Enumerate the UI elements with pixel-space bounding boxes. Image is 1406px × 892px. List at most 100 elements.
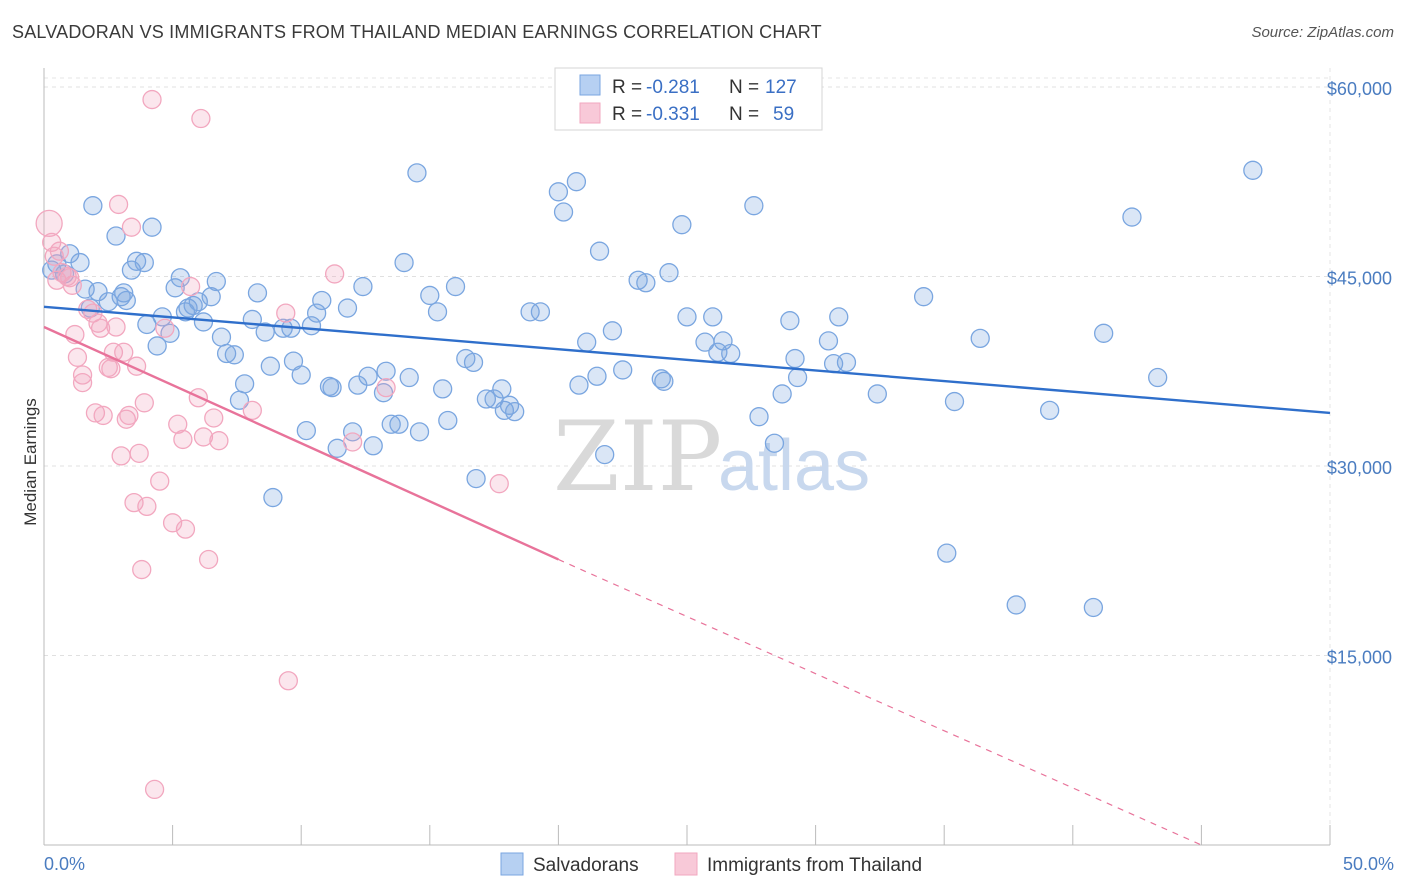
- point-thailand-20: [101, 359, 121, 379]
- point-thailand-42: [175, 519, 196, 539]
- point-thailand-40: [168, 414, 188, 434]
- point-salvadorans-111: [818, 331, 839, 351]
- legend-swatch-bottom-salvadorans: [500, 852, 524, 876]
- point-thailand-27: [119, 405, 139, 426]
- point-salvadorans-12: [114, 283, 134, 303]
- point-salvadorans-8: [88, 281, 108, 302]
- point-thailand-37: [150, 471, 170, 491]
- point-salvadorans-107: [772, 384, 792, 404]
- point-thailand-7: [62, 275, 82, 295]
- point-salvadorans-93: [636, 273, 656, 293]
- point-salvadorans-33: [224, 345, 244, 365]
- point-thailand-23: [108, 194, 129, 215]
- point-salvadorans-123: [1094, 323, 1114, 343]
- point-salvadorans-45: [296, 420, 316, 441]
- point-salvadorans-90: [602, 321, 623, 341]
- point-salvadorans-7: [83, 196, 103, 216]
- legend-label-thailand: Immigrants from Thailand: [707, 855, 922, 876]
- point-salvadorans-118: [944, 391, 965, 412]
- point-thailand-51: [276, 303, 296, 323]
- point-thailand-14: [83, 303, 103, 323]
- point-thailand-36: [144, 779, 165, 800]
- point-salvadorans-82: [548, 182, 569, 202]
- point-salvadorans-55: [353, 276, 373, 297]
- point-thailand-16: [88, 313, 108, 333]
- chart-title: SALVADORAN VS IMMIGRANTS FROM THAILAND M…: [12, 22, 822, 42]
- point-salvadorans-119: [970, 328, 990, 349]
- y-axis-label: Median Earnings: [21, 398, 40, 526]
- point-salvadorans-48: [312, 290, 332, 311]
- point-thailand-29: [121, 217, 142, 237]
- point-salvadorans-67: [427, 302, 448, 322]
- point-salvadorans-84: [566, 172, 587, 192]
- point-thailand-10: [67, 347, 88, 367]
- point-salvadorans-22: [165, 278, 185, 298]
- point-thailand-32: [132, 559, 152, 580]
- point-salvadorans-83: [553, 202, 574, 222]
- point-salvadorans-103: [721, 343, 741, 364]
- trend-lines: [43, 305, 1331, 846]
- point-salvadorans-26: [183, 295, 203, 316]
- axes: [43, 68, 1331, 846]
- x-tick-label-1: 50.0%: [1343, 854, 1394, 874]
- watermark-atlas: atlas: [718, 426, 870, 506]
- point-salvadorans-66: [420, 285, 440, 306]
- point-thailand-22: [106, 317, 126, 337]
- point-salvadorans-50: [322, 377, 342, 398]
- point-salvadorans-16: [134, 252, 154, 273]
- point-thailand-12: [72, 372, 93, 393]
- point-salvadorans-25: [178, 298, 198, 318]
- legend-r-value-2: -0.331: [646, 104, 700, 125]
- point-salvadorans-59: [376, 361, 396, 381]
- point-salvadorans-28: [193, 312, 214, 332]
- point-salvadorans-76: [492, 379, 512, 399]
- point-salvadorans-19: [147, 336, 167, 356]
- point-thailand-35: [142, 89, 162, 110]
- point-thailand-41: [173, 429, 193, 450]
- point-salvadorans-120: [1006, 595, 1026, 615]
- point-salvadorans-60: [381, 414, 401, 434]
- point-salvadorans-63: [399, 367, 419, 388]
- point-salvadorans-87: [587, 366, 607, 386]
- point-thailand-0: [35, 209, 63, 238]
- point-thailand-45: [191, 108, 211, 129]
- point-salvadorans-85: [569, 375, 589, 395]
- point-salvadorans-126: [1243, 160, 1263, 180]
- point-salvadorans-38: [255, 322, 275, 342]
- legend-n-label-1: N =: [729, 77, 759, 98]
- point-salvadorans-30: [206, 271, 226, 292]
- point-thailand-47: [198, 549, 219, 570]
- point-thailand-33: [134, 393, 154, 413]
- point-thailand-49: [209, 431, 229, 451]
- point-salvadorans-52: [337, 298, 358, 318]
- point-thailand-50: [242, 400, 262, 421]
- point-salvadorans-10: [106, 226, 126, 246]
- point-salvadorans-70: [445, 276, 466, 297]
- point-salvadorans-40: [260, 356, 280, 376]
- point-salvadorans-62: [394, 252, 414, 273]
- legend-n-value-1: 127: [765, 77, 797, 98]
- point-salvadorans-32: [216, 343, 237, 364]
- point-salvadorans-91: [613, 360, 633, 380]
- point-salvadorans-92: [628, 270, 648, 290]
- point-salvadorans-109: [785, 348, 805, 369]
- point-salvadorans-104: [744, 196, 764, 216]
- point-salvadorans-116: [913, 287, 934, 307]
- legend-r-label-2: R =: [612, 104, 642, 125]
- point-salvadorans-74: [476, 389, 497, 409]
- legend-r-label-1: R =: [612, 77, 642, 98]
- point-salvadorans-121: [1040, 400, 1060, 421]
- point-salvadorans-57: [363, 436, 383, 456]
- point-salvadorans-53: [342, 422, 363, 442]
- point-thailand-4: [49, 241, 70, 261]
- point-salvadorans-37: [247, 283, 268, 303]
- legend-n-value-2: 59: [773, 104, 794, 125]
- legend-r-value-1: -0.281: [646, 77, 700, 98]
- point-salvadorans-108: [780, 311, 800, 331]
- point-thailand-17: [90, 318, 111, 338]
- point-salvadorans-97: [672, 215, 692, 235]
- point-salvadorans-78: [499, 395, 520, 415]
- point-salvadorans-15: [126, 251, 147, 271]
- legend-n-label-2: N =: [729, 104, 759, 125]
- point-thailand-18: [93, 405, 113, 426]
